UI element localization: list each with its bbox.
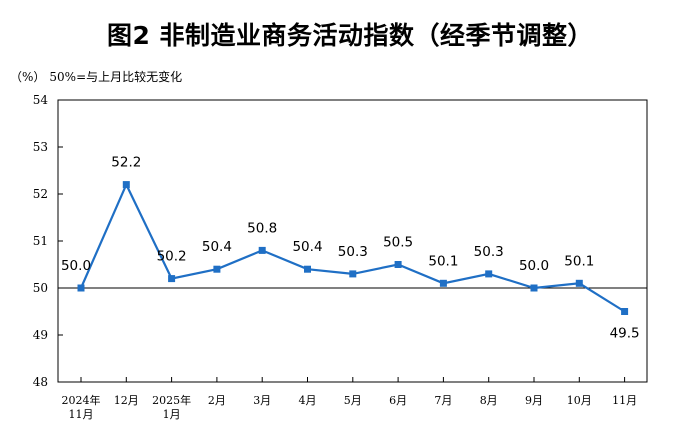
data-label: 52.2 [111, 155, 141, 171]
x-tick-label-line: 1月 [163, 408, 181, 421]
y-unit-label: （%） [10, 70, 46, 84]
chart-title: 图2 非制造业商务活动指数（经季节调整） [106, 21, 594, 50]
data-point [394, 261, 402, 268]
data-point [349, 270, 357, 278]
data-label: 50.4 [292, 239, 322, 255]
y-tick-label: 53 [33, 140, 48, 154]
plot-frame [57, 99, 648, 383]
x-tick-label: 9月 [525, 394, 543, 407]
x-tick-label: 10月 [567, 394, 592, 407]
data-point [122, 181, 130, 189]
y-tick-label: 50 [33, 281, 48, 295]
baseline-note: 50%=与上月比较无变化 [49, 70, 183, 84]
data-point [621, 308, 629, 315]
y-tick-label: 52 [33, 187, 48, 201]
x-tick-label-line: 11月 [69, 408, 94, 421]
x-tick-label-line: 4月 [299, 394, 317, 407]
x-tick-label: 2024年 11月 [62, 393, 101, 421]
x-tick-label-line: 11月 [612, 394, 637, 407]
data-point [575, 279, 583, 287]
data-label: 50.2 [157, 249, 187, 265]
data-point [439, 279, 447, 287]
y-tick-label: 48 [33, 375, 48, 389]
x-tick-label: 6月 [389, 394, 407, 407]
y-tick-label: 54 [33, 93, 49, 107]
data-point [530, 284, 538, 292]
x-tick-label-line: 3月 [253, 394, 271, 407]
data-label: 49.5 [610, 326, 640, 342]
x-tick-label: 3月 [253, 394, 271, 407]
x-tick-label: 4月 [299, 394, 317, 407]
x-tick-label-line: 12月 [114, 394, 139, 407]
data-point [258, 246, 266, 254]
data-point [304, 265, 311, 273]
data-point [168, 275, 176, 283]
x-tick-label-line: 9月 [525, 394, 543, 407]
x-tick-label-line: 2025年 [152, 393, 191, 407]
x-tick-label: 2月 [208, 394, 226, 407]
x-tick-label: 7月 [434, 394, 452, 407]
x-tick-label-line: 10月 [567, 394, 592, 407]
data-label: 50.4 [202, 239, 232, 255]
y-tick-label: 51 [33, 234, 48, 248]
x-tick-label: 5月 [344, 394, 362, 407]
data-label: 50.3 [474, 244, 504, 260]
data-label: 50.0 [61, 258, 91, 274]
data-label: 50.8 [247, 220, 277, 236]
x-tick-label-line: 2月 [208, 394, 226, 407]
data-label: 50.5 [383, 235, 413, 251]
data-label: 50.0 [519, 258, 549, 274]
data-point [485, 270, 493, 278]
x-tick-label-line: 2024年 [62, 393, 101, 407]
y-tick-label: 49 [33, 328, 48, 342]
data-label: 50.1 [564, 253, 594, 269]
x-tick-label: 12月 [114, 394, 139, 407]
x-tick-label-line: 7月 [434, 394, 452, 407]
x-tick-label-line: 8月 [480, 394, 498, 407]
data-label: 50.3 [338, 244, 368, 260]
x-tick-label: 2025年 1月 [152, 393, 191, 421]
x-tick-label-line: 6月 [389, 394, 407, 407]
x-tick-label: 8月 [480, 394, 498, 407]
data-point [213, 265, 221, 273]
x-tick-label: 11月 [612, 394, 637, 407]
data-label: 50.1 [428, 253, 458, 269]
unit-note: （%） 50%=与上月比较无变化 [10, 68, 186, 85]
x-tick-label-line: 5月 [344, 394, 362, 407]
data-point [77, 284, 85, 292]
